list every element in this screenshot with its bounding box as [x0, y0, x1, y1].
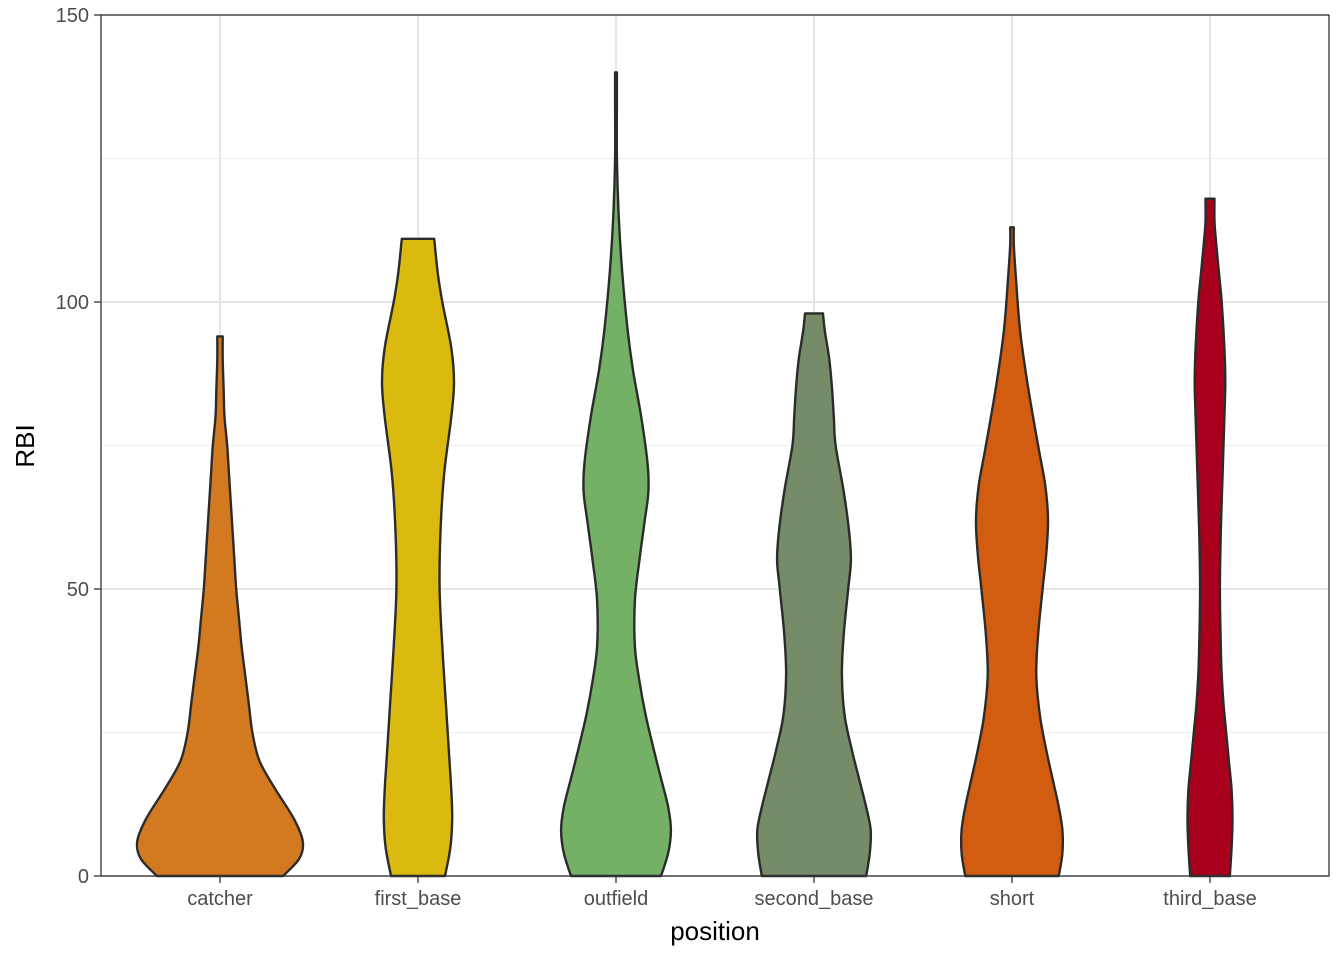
violin-third_base — [1186, 197, 1234, 878]
x-tick-label: third_base — [1163, 888, 1256, 910]
x-axis-title: position — [670, 916, 760, 946]
y-tick-label: 150 — [56, 5, 89, 27]
grid-lines — [101, 14, 1329, 877]
violin-second_base — [755, 312, 873, 878]
y-axis-title: RBI — [10, 424, 40, 467]
x-axis: catcher first_base outfield second_base shor… — [187, 876, 1257, 910]
violin-catcher — [135, 335, 305, 878]
violin-first_base — [380, 237, 456, 878]
x-tick-label: catcher — [187, 888, 253, 910]
violin-outfield — [559, 71, 673, 878]
x-tick-label: first_base — [375, 888, 462, 910]
panel-border — [100, 14, 1330, 877]
y-tick-label: 100 — [56, 292, 89, 314]
x-tick-label: second_base — [755, 888, 874, 910]
y-tick-label: 0 — [78, 866, 89, 888]
x-tick-label: short — [990, 888, 1035, 910]
violin-short — [959, 226, 1065, 878]
y-axis: 0 50 100 150 — [56, 5, 101, 888]
x-tick-label: outfield — [584, 888, 649, 910]
violin-group — [135, 71, 1234, 878]
y-tick-label: 50 — [67, 579, 89, 601]
